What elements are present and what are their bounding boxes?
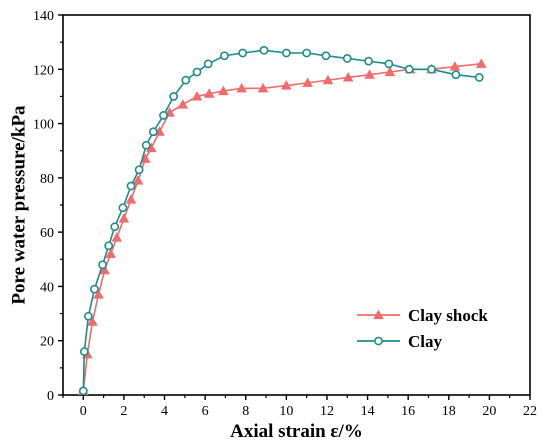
y-tick-label: 60 xyxy=(40,226,54,241)
data-point xyxy=(192,67,202,77)
x-tick-label: 4 xyxy=(161,404,168,419)
data-point xyxy=(105,248,116,258)
y-tick-label: 0 xyxy=(47,389,54,404)
y-tick-label: 120 xyxy=(33,63,54,78)
data-point xyxy=(87,316,98,326)
data-point xyxy=(302,48,312,58)
x-tick-label: 10 xyxy=(279,404,293,419)
data-point xyxy=(93,289,104,299)
data-point xyxy=(451,70,461,80)
data-point xyxy=(342,54,352,63)
legend-marker xyxy=(374,336,383,346)
x-tick-label: 6 xyxy=(202,404,209,419)
y-tick-label: 40 xyxy=(40,280,54,295)
data-point xyxy=(83,311,93,321)
legend: Clay shock Clay xyxy=(357,306,488,351)
x-tick-label: 16 xyxy=(401,404,415,419)
data-point xyxy=(364,69,375,79)
y-tick-label: 140 xyxy=(33,9,54,24)
y-axis-label: Pore water pressure/kPa xyxy=(8,105,29,305)
x-tick-label: 0 xyxy=(80,404,87,419)
data-point xyxy=(384,66,396,77)
x-tick-label: 22 xyxy=(523,404,537,419)
data-point xyxy=(132,175,144,185)
data-point xyxy=(111,232,123,242)
plot-frame xyxy=(62,14,531,396)
series-clay xyxy=(78,45,484,396)
legend-marker xyxy=(373,309,384,320)
legend-item: Clay xyxy=(357,332,443,351)
data-point xyxy=(118,213,130,223)
data-point xyxy=(449,61,461,71)
data-point xyxy=(125,194,137,204)
data-point xyxy=(203,59,213,69)
y-tick-label: 20 xyxy=(40,335,54,350)
x-tick-label: 2 xyxy=(120,404,127,419)
data-point xyxy=(404,64,414,74)
axis-ticks: 0 2 4 6 8 10 12 14 16 18 20 22 0 20 40 60 80 100 120 140 xyxy=(33,9,537,419)
series-clay-shock xyxy=(78,58,487,396)
x-tick-label: 12 xyxy=(320,404,334,419)
data-point xyxy=(191,91,203,101)
data-point xyxy=(321,51,331,61)
y-tick-label: 100 xyxy=(33,118,54,133)
data-point xyxy=(159,111,168,120)
data-point xyxy=(78,386,88,396)
data-point xyxy=(104,241,114,251)
data-point xyxy=(474,73,484,82)
series-layer xyxy=(78,45,487,396)
x-tick-label: 14 xyxy=(361,404,375,419)
data-point xyxy=(384,59,394,69)
data-point xyxy=(203,88,215,98)
data-point xyxy=(218,85,229,96)
data-point xyxy=(427,64,436,74)
plot-area xyxy=(62,14,531,396)
data-point xyxy=(141,140,151,150)
data-point xyxy=(99,264,110,275)
data-point xyxy=(257,82,269,93)
data-point xyxy=(110,222,120,232)
data-point xyxy=(181,75,191,85)
y-tick-label: 80 xyxy=(40,172,54,187)
x-tick-label: 18 xyxy=(442,404,456,419)
data-point xyxy=(169,92,179,101)
data-point xyxy=(134,165,144,175)
data-point xyxy=(302,77,313,87)
data-point xyxy=(238,48,248,58)
legend-label: Clay xyxy=(408,332,443,351)
legend-item: Clay shock xyxy=(357,306,488,325)
data-point xyxy=(177,99,189,109)
data-point xyxy=(98,260,107,270)
data-point xyxy=(79,347,89,356)
data-point xyxy=(236,82,247,93)
data-point xyxy=(322,74,334,85)
legend-label: Clay shock xyxy=(408,306,488,325)
data-point xyxy=(118,203,128,213)
data-point xyxy=(281,80,292,90)
data-point xyxy=(281,48,291,58)
data-point xyxy=(126,181,136,191)
x-axis-label: Axial strain ε/% xyxy=(230,421,363,442)
x-tick-label: 8 xyxy=(242,404,249,419)
data-point xyxy=(364,56,373,66)
data-point xyxy=(475,58,487,68)
x-tick-label: 20 xyxy=(482,404,496,419)
data-point xyxy=(259,45,269,55)
data-point xyxy=(148,127,158,137)
data-point xyxy=(220,51,229,61)
data-point xyxy=(90,284,99,294)
data-point xyxy=(342,72,354,82)
